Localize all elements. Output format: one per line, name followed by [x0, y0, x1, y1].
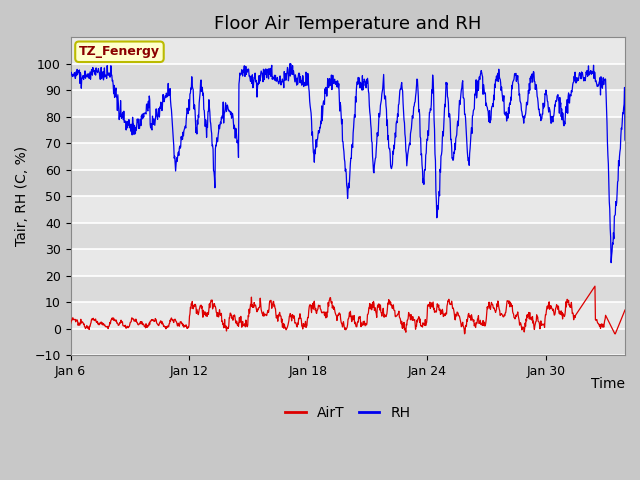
Title: Floor Air Temperature and RH: Floor Air Temperature and RH — [214, 15, 481, 33]
AirT — [140, 324, 148, 329]
Bar — [70, 117, 625, 143]
Y-axis label: Tair, RH (C, %): Tair, RH (C, %) — [15, 146, 29, 246]
Line: AirT: AirT — [70, 286, 625, 334]
Legend: AirT, RH: AirT, RH — [280, 400, 416, 425]
AirT — [358, 323, 366, 328]
AirT — [370, 299, 378, 304]
RH — [140, 110, 148, 116]
Text: TZ_Fenergy: TZ_Fenergy — [79, 45, 160, 58]
Bar — [70, 276, 625, 302]
AirT — [67, 321, 74, 326]
RH — [160, 99, 168, 105]
AirT — [591, 283, 599, 289]
Bar — [70, 328, 625, 355]
RH — [621, 137, 629, 143]
AirT — [253, 306, 261, 312]
RH — [253, 85, 261, 91]
AirT — [621, 307, 629, 313]
RH — [607, 260, 615, 265]
AirT — [461, 331, 468, 336]
RH — [370, 170, 378, 176]
Bar — [70, 223, 625, 249]
Bar — [70, 64, 625, 90]
AirT — [307, 306, 315, 312]
RH — [358, 73, 366, 79]
RH — [67, 70, 74, 76]
Line: RH: RH — [70, 64, 625, 263]
RH — [286, 61, 294, 67]
Text: Time: Time — [591, 377, 625, 391]
AirT — [160, 323, 168, 329]
RH — [308, 118, 316, 123]
Bar — [70, 170, 625, 196]
